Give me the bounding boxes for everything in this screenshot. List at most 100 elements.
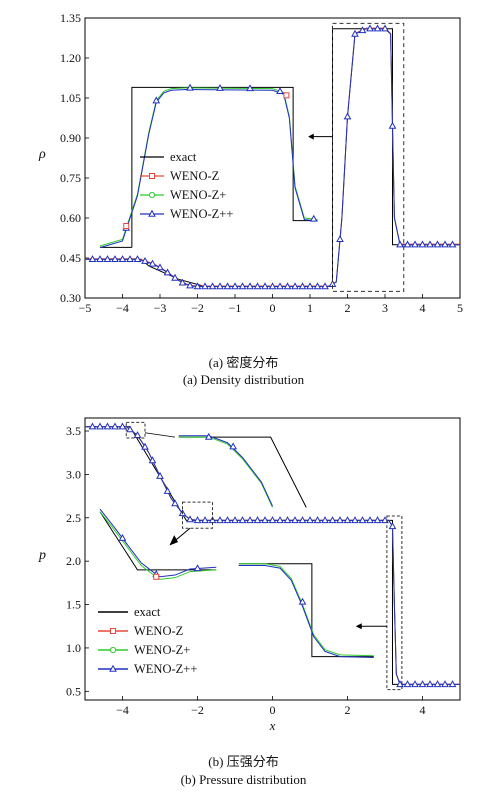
- zoom-box-right: [386, 515, 403, 691]
- data-point-marker: [118, 255, 127, 263]
- data-point-marker: [96, 255, 104, 263]
- inset-marker: [309, 214, 318, 222]
- x-tick-label: 3: [382, 301, 388, 315]
- data-point-marker: [253, 282, 262, 290]
- data-point-marker: [253, 516, 262, 524]
- data-point-marker: [448, 240, 457, 248]
- inset-marker: [193, 564, 202, 572]
- data-point-marker: [118, 422, 127, 430]
- inset-right-exact: [238, 563, 374, 658]
- y-tick-label: 0.45: [60, 251, 81, 265]
- x-tick-label: 2: [345, 301, 351, 315]
- legend-entry: WENO-Z+: [134, 643, 190, 657]
- data-point-marker: [291, 516, 299, 524]
- inset-marker: [276, 87, 284, 95]
- data-point-marker: [433, 240, 442, 248]
- data-point-marker: [388, 121, 397, 129]
- data-point-marker: [276, 516, 284, 524]
- x-tick-label: 5: [457, 301, 463, 315]
- data-point-marker: [186, 515, 194, 523]
- x-tick-label: −2: [191, 703, 204, 717]
- x-tick-label: 0: [270, 703, 276, 717]
- inset-mid-exact: [99, 511, 217, 571]
- inset-mid-weno-z-plus: [99, 511, 217, 580]
- zoom-box: [332, 22, 405, 292]
- data-point-marker: [291, 282, 299, 290]
- x-tick-label: −2: [191, 301, 204, 315]
- data-point-marker: [366, 24, 374, 32]
- data-point-marker: [148, 456, 157, 464]
- x-tick-label: 2: [345, 703, 351, 717]
- data-point-marker: [441, 680, 449, 688]
- data-point-marker: [441, 240, 449, 248]
- data-point-marker: [103, 422, 112, 430]
- y-tick-label: 0.30: [60, 291, 81, 305]
- y-tick-label: 1.0: [66, 641, 81, 655]
- legend-marker-2: [109, 646, 117, 654]
- x-tick-label: 4: [420, 703, 426, 717]
- plot-frame: [84, 417, 461, 701]
- inset-marker: [186, 83, 194, 91]
- data-point-marker: [411, 680, 419, 688]
- data-point-marker: [193, 516, 202, 524]
- data-point-marker: [358, 26, 367, 34]
- data-point-marker: [351, 516, 359, 524]
- data-point-marker: [396, 240, 404, 248]
- legend: exact WENO-Z WENO-Z+ WENO-Z++: [140, 150, 233, 221]
- data-point-marker: [126, 425, 134, 433]
- data-point-marker: [208, 282, 217, 290]
- data-point-marker: [171, 273, 179, 281]
- inset-marker: [229, 442, 237, 450]
- data-point-marker: [111, 422, 119, 430]
- data-point-marker: [163, 268, 172, 276]
- data-point-marker: [298, 282, 307, 290]
- data-point-marker: [336, 235, 344, 243]
- data-point-marker: [298, 516, 307, 524]
- data-point-marker: [276, 282, 284, 290]
- inset-top-weno-z-plusplus: [178, 435, 273, 507]
- inset-mid-arrow-head: [169, 535, 178, 546]
- data-point-marker: [448, 680, 457, 688]
- data-point-marker: [373, 24, 382, 32]
- inset-right-arrow-head: [355, 623, 362, 630]
- inset-marker: [153, 573, 160, 580]
- data-point-marker: [141, 256, 149, 264]
- x-tick-label: −5: [79, 301, 92, 315]
- x-tick-label: 1: [307, 301, 313, 315]
- data-point-marker: [186, 281, 194, 289]
- inset-marker: [123, 223, 130, 229]
- data-point-marker: [238, 516, 247, 524]
- data-point-marker: [156, 471, 164, 479]
- data-point-marker: [103, 255, 112, 263]
- data-point-marker: [433, 680, 442, 688]
- data-point-marker: [418, 680, 427, 688]
- data-point-marker: [426, 240, 434, 248]
- zoom-box-mid: [182, 501, 213, 529]
- legend-entry: exact: [134, 605, 161, 619]
- legend-entry: exact: [170, 150, 197, 164]
- inset-marker: [118, 533, 127, 541]
- data-point-marker: [351, 29, 359, 37]
- y-tick-label: 0.75: [60, 171, 81, 185]
- data-point-marker: [261, 282, 269, 290]
- data-point-marker: [343, 516, 352, 524]
- y-tick-label: 2.5: [66, 511, 81, 525]
- data-point-marker: [403, 680, 412, 688]
- inset-marker: [298, 597, 307, 605]
- data-point-marker: [246, 282, 254, 290]
- data-point-marker: [111, 255, 119, 263]
- data-point-marker: [216, 282, 224, 290]
- legend-entry: WENO-Z++: [134, 662, 197, 676]
- data-point-marker: [328, 516, 337, 524]
- inset-top-arrow: [144, 432, 176, 438]
- pressure-chart: −4 −2 0 2 4 0.5 1.0 1.5 2.0 2.5 3.0 3.5 p x exact WENO-…: [38, 417, 461, 733]
- x-tick-label: −4: [116, 301, 129, 315]
- zoom-box-top: [125, 421, 146, 439]
- legend: exact WENO-Z WENO-Z+ WENO-Z++: [98, 605, 197, 676]
- data-point-marker: [268, 516, 277, 524]
- data-point-marker: [201, 516, 209, 524]
- data-point-marker: [178, 278, 187, 286]
- data-point-marker: [246, 516, 254, 524]
- x-axis-label: x: [269, 718, 276, 733]
